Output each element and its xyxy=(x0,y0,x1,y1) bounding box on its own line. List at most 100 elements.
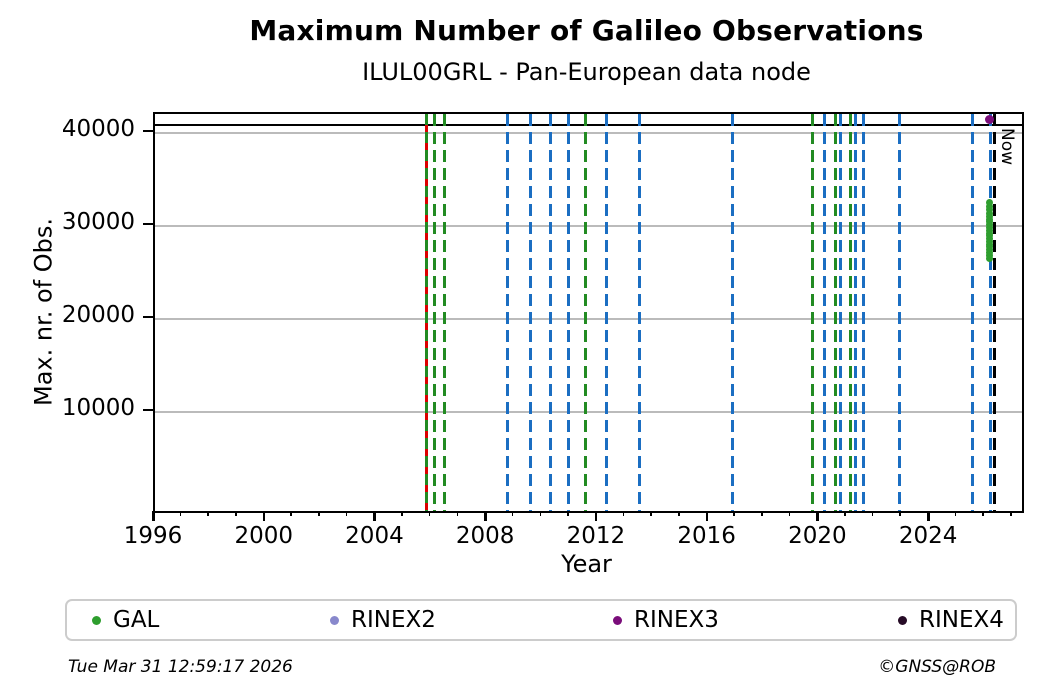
x-tick-mark-minor xyxy=(899,511,901,516)
legend-item-rinex2: RINEX2 xyxy=(330,601,436,639)
event-line-blue xyxy=(970,114,974,511)
data-point-gal xyxy=(986,198,994,206)
x-tick-mark-minor xyxy=(622,511,625,516)
x-tick-mark-minor xyxy=(428,511,431,516)
x-tick-mark-minor xyxy=(345,511,348,516)
event-line-green xyxy=(442,114,446,511)
legend-item-rinex4: RINEX4 xyxy=(898,601,1004,639)
grid-line xyxy=(155,224,1022,227)
x-tick-mark-minor xyxy=(677,511,680,516)
now-line-label: Now xyxy=(996,128,1017,166)
legend-label-rinex2: RINEX2 xyxy=(351,607,436,633)
event-line-blue xyxy=(853,114,857,511)
legend-marker-rinex3 xyxy=(613,615,622,625)
y-tick-label: 30000 xyxy=(61,208,135,235)
x-tick-label: 2024 xyxy=(898,523,958,549)
event-line-blue xyxy=(822,114,826,511)
x-tick-mark-minor xyxy=(954,511,957,516)
x-tick-mark-minor xyxy=(207,511,209,516)
credit-text: ©GNSS@ROB xyxy=(878,657,996,677)
event-line-blue xyxy=(988,114,992,511)
x-tick-mark-major xyxy=(262,511,266,521)
event-line-green xyxy=(849,114,853,511)
legend-marker-rinex2 xyxy=(330,615,339,625)
x-tick-mark-minor xyxy=(456,511,459,516)
event-line-blue xyxy=(528,114,532,511)
legend-label-rinex3: RINEX3 xyxy=(634,607,719,633)
x-tick-mark-minor xyxy=(871,511,874,516)
x-tick-mark-minor xyxy=(650,511,652,516)
data-point-gal xyxy=(986,254,994,262)
event-line-blue xyxy=(730,114,734,511)
grid-line xyxy=(155,317,1022,320)
legend-marker-rinex4 xyxy=(898,615,907,625)
chart-title: Maximum Number of Galileo Observations xyxy=(249,14,924,47)
x-tick-mark-minor xyxy=(179,511,182,516)
y-tick-mark xyxy=(143,408,153,411)
x-tick-label: 2020 xyxy=(788,523,847,549)
event-line-blue xyxy=(567,114,571,511)
y-tick-label: 10000 xyxy=(61,394,135,421)
x-tick-label: 2008 xyxy=(455,523,515,549)
data-point-gal xyxy=(986,202,994,210)
data-point-rinex3 xyxy=(984,115,994,125)
y-tick-mark xyxy=(143,222,153,225)
legend-item-gal: GAL xyxy=(92,601,159,639)
now-line xyxy=(993,114,997,511)
x-tick-label: 2016 xyxy=(677,523,736,549)
x-tick-mark-minor xyxy=(539,511,542,516)
x-tick-mark-major xyxy=(816,511,819,521)
x-tick-mark-minor xyxy=(567,511,569,516)
event-line-redgreen xyxy=(424,114,428,511)
x-tick-mark-major xyxy=(484,511,487,521)
event-line-green xyxy=(433,114,437,511)
x-tick-mark-minor xyxy=(982,511,985,516)
x-tick-mark-minor xyxy=(788,511,791,516)
x-tick-mark-major xyxy=(373,511,376,521)
x-tick-mark-major xyxy=(152,511,155,521)
plot-area: Now xyxy=(153,112,1024,513)
x-tick-mark-minor xyxy=(761,511,763,516)
y-tick-mark xyxy=(143,315,153,318)
event-line-green xyxy=(810,114,814,511)
legend-label-gal: GAL xyxy=(113,607,160,633)
event-line-blue xyxy=(839,114,843,511)
event-line-blue xyxy=(862,114,866,511)
x-tick-label: 1996 xyxy=(123,523,183,549)
legend-item-rinex3: RINEX3 xyxy=(613,601,719,639)
x-tick-mark-minor xyxy=(318,511,320,516)
x-tick-mark-minor xyxy=(733,511,735,516)
legend: GAL RINEX2 RINEX3 RINEX4 xyxy=(65,599,1017,641)
x-tick-mark-major xyxy=(705,511,709,521)
x-tick-mark-major xyxy=(594,511,598,521)
event-line-blue xyxy=(548,114,552,511)
event-line-green xyxy=(833,114,837,511)
y-tick-mark xyxy=(143,129,153,132)
event-line-blue xyxy=(897,114,901,511)
x-tick-mark-minor xyxy=(511,511,514,516)
event-line-blue xyxy=(604,114,608,511)
x-tick-label: 2000 xyxy=(234,523,293,549)
event-line-blue xyxy=(637,114,641,511)
legend-label-rinex4: RINEX4 xyxy=(919,607,1004,633)
x-tick-mark-minor xyxy=(235,511,237,516)
x-tick-label: 2012 xyxy=(566,523,626,549)
chart-subtitle: ILUL00GRL - Pan-European data node xyxy=(362,58,811,86)
y-tick-label: 20000 xyxy=(61,301,135,328)
event-line-green xyxy=(583,114,587,511)
grid-line xyxy=(155,410,1022,413)
x-tick-mark-minor xyxy=(290,511,292,516)
grid-line xyxy=(155,131,1022,134)
x-axis-label: Year xyxy=(561,550,612,578)
y-tick-label: 40000 xyxy=(61,115,135,142)
max-reference-line xyxy=(155,124,1022,127)
legend-marker-gal xyxy=(92,615,101,625)
x-tick-label: 2004 xyxy=(345,523,404,549)
timestamp-text: Tue Mar 31 12:59:17 2026 xyxy=(68,657,293,677)
x-tick-mark-minor xyxy=(1010,511,1012,516)
x-tick-mark-minor xyxy=(401,511,403,516)
data-point-gal xyxy=(986,206,994,214)
x-tick-mark-major xyxy=(927,511,930,521)
x-tick-mark-minor xyxy=(844,511,846,516)
